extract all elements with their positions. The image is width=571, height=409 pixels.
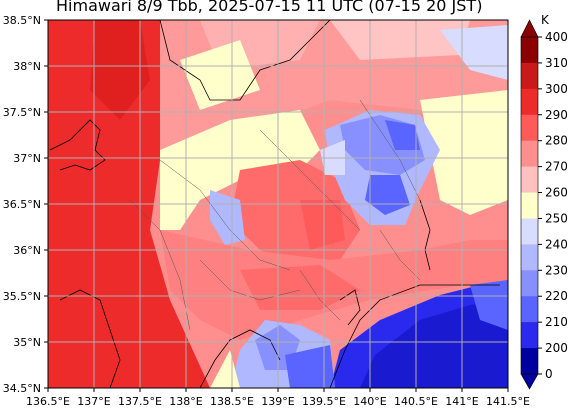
colorbar-segment: [521, 296, 538, 323]
colorbar-segment: [521, 270, 538, 297]
colorbar-extend-bottom: [520, 373, 539, 390]
x-tick-label: 137.5°E: [118, 395, 162, 408]
y-tick-label: 34.5°N: [3, 382, 41, 395]
colorbar-segment: [521, 114, 538, 142]
x-tick-label: 141°E: [445, 395, 478, 408]
colorbar-label: 400: [545, 30, 568, 44]
grid-lines: [48, 20, 508, 388]
y-tick-label: 36°N: [13, 244, 41, 257]
colorbar-frame: [520, 36, 539, 375]
colorbar-segment: [521, 192, 538, 219]
y-tick-label: 35.5°N: [3, 290, 41, 303]
y-tick-label: 36.5°N: [3, 198, 41, 211]
y-tick-label: 38.5°N: [3, 14, 41, 27]
colorbar-label: 210: [545, 315, 568, 329]
y-tick-label: 38°N: [13, 60, 41, 73]
colorbar-segment: [521, 37, 538, 64]
x-tick-label: 140°E: [353, 395, 386, 408]
x-tick-label: 136.5°E: [26, 395, 70, 408]
colorbar-label: 270: [545, 160, 568, 174]
y-tick-label: 37.5°N: [3, 106, 41, 119]
colorbar-segment: [521, 322, 538, 349]
y-axis-ticks: 38.5°N 38°N 37.5°N 37°N 36.5°N 36°N 35.5°N 35°N…: [3, 14, 48, 395]
colorbar-label: 200: [545, 341, 568, 355]
colorbar-segment: [521, 218, 538, 245]
colorbar-label: 290: [545, 108, 568, 122]
colorbar-extend-top: [520, 19, 539, 38]
colorbar-label: 260: [545, 186, 568, 200]
x-tick-label: 139.5°E: [302, 395, 346, 408]
x-tick-label: 141.5°E: [486, 395, 530, 408]
colorbar-label: 250: [545, 211, 568, 225]
colorbar-segment: [521, 62, 538, 90]
colorbar-segment: [521, 348, 538, 375]
colorbar-segment: [521, 88, 538, 116]
colorbar-segment: [521, 140, 538, 168]
colorbar-segment: [521, 244, 538, 271]
colorbar-segment: [521, 166, 538, 194]
colorbar-unit: K: [541, 13, 550, 27]
colorbar-label: 240: [545, 237, 568, 251]
x-tick-label: 139°E: [261, 395, 294, 408]
colorbar-label: 230: [545, 263, 568, 277]
coastline: [49, 20, 500, 388]
x-tick-label: 138.5°E: [210, 395, 254, 408]
colorbar: 400 310 300 290 280 270 260 250 240 230 220 210 200 0…: [520, 13, 568, 390]
colorbar-label: 300: [545, 82, 568, 96]
colorbar-label: 220: [545, 289, 568, 303]
colorbar-label: 280: [545, 134, 568, 148]
colorbar-label: 0: [545, 367, 553, 381]
x-axis-ticks: 136.5°E 137°E 137.5°E 138°E 138.5°E 139°E 139.…: [26, 388, 530, 408]
x-tick-label: 140.5°E: [394, 395, 438, 408]
x-tick-label: 137°E: [77, 395, 110, 408]
x-tick-label: 138°E: [169, 395, 202, 408]
y-tick-label: 35°N: [13, 336, 41, 349]
colorbar-label: 310: [545, 56, 568, 70]
map-title: Himawari 8/9 Tbb, 2025-07-15 11 UTC (07-…: [56, 0, 483, 15]
y-tick-label: 37°N: [13, 152, 41, 165]
